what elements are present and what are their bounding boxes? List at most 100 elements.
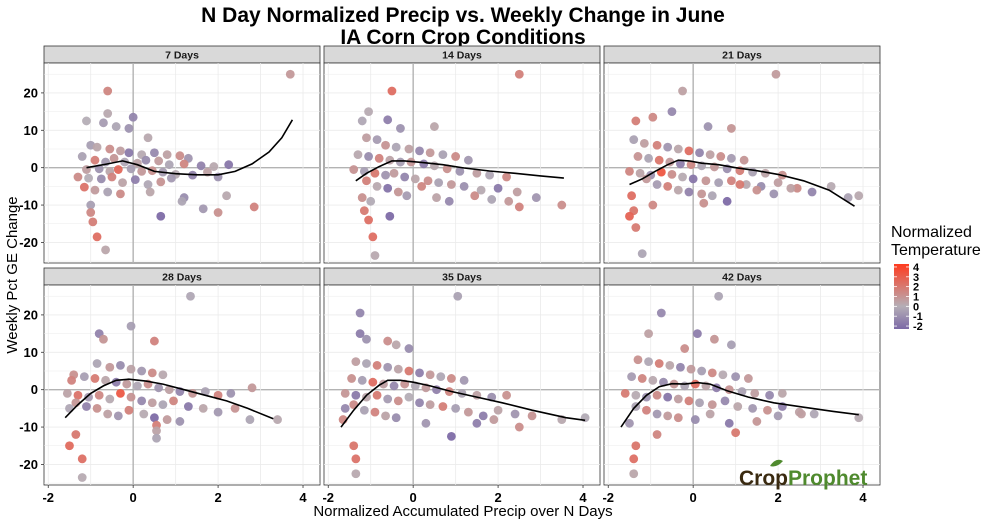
data-point bbox=[665, 360, 675, 370]
data-point bbox=[807, 187, 817, 197]
chart-title-line1: N Day Normalized Precip vs. Weekly Chang… bbox=[201, 4, 725, 27]
data-point bbox=[200, 387, 210, 396]
data-point bbox=[150, 336, 159, 346]
data-point bbox=[627, 191, 636, 201]
legend-title-line1: Normalized bbox=[891, 224, 972, 241]
data-point bbox=[455, 167, 465, 176]
data-point bbox=[531, 193, 541, 202]
data-point bbox=[676, 159, 685, 169]
data-point bbox=[137, 366, 147, 376]
data-point bbox=[438, 150, 448, 159]
data-point bbox=[419, 159, 429, 169]
data-point bbox=[633, 152, 643, 161]
data-point bbox=[629, 135, 639, 145]
legend-colorbar bbox=[894, 264, 909, 329]
data-point bbox=[150, 148, 159, 158]
data-point bbox=[470, 191, 480, 201]
data-point bbox=[446, 180, 456, 189]
data-point bbox=[656, 308, 666, 318]
data-point bbox=[644, 329, 653, 338]
plot-area bbox=[323, 62, 601, 264]
data-point bbox=[451, 403, 461, 413]
data-point bbox=[247, 383, 257, 393]
data-point bbox=[718, 370, 728, 380]
data-point bbox=[139, 409, 149, 419]
legend-label: 3 bbox=[913, 272, 919, 284]
data-point bbox=[383, 336, 393, 346]
data-point bbox=[389, 168, 399, 178]
data-point bbox=[105, 144, 115, 154]
data-point bbox=[743, 374, 753, 383]
data-point bbox=[107, 172, 117, 182]
data-point bbox=[514, 69, 524, 79]
data-point bbox=[625, 211, 634, 221]
data-point bbox=[175, 151, 185, 161]
data-point bbox=[101, 245, 110, 255]
data-point bbox=[442, 164, 452, 174]
data-point bbox=[527, 411, 537, 421]
data-point bbox=[169, 396, 178, 406]
data-point bbox=[684, 187, 694, 197]
data-point bbox=[124, 124, 134, 133]
data-point bbox=[71, 430, 81, 439]
data-point bbox=[359, 405, 369, 415]
data-point bbox=[86, 208, 96, 217]
data-point bbox=[92, 359, 102, 368]
data-point bbox=[425, 400, 435, 410]
data-point bbox=[514, 422, 524, 432]
data-point bbox=[357, 193, 367, 202]
smooth-trend-line bbox=[86, 119, 294, 176]
data-point bbox=[663, 411, 673, 421]
data-point bbox=[73, 390, 83, 400]
data-point bbox=[351, 469, 361, 479]
data-point bbox=[393, 364, 403, 374]
data-point bbox=[673, 185, 683, 195]
data-point bbox=[103, 187, 113, 197]
data-point bbox=[285, 69, 295, 79]
data-point bbox=[686, 364, 696, 374]
y-tick-label: 0 bbox=[31, 160, 38, 175]
data-point bbox=[430, 122, 439, 131]
data-point bbox=[113, 411, 123, 421]
data-point bbox=[720, 396, 730, 406]
y-tick-label: 10 bbox=[24, 345, 38, 360]
data-point bbox=[404, 144, 414, 154]
data-point bbox=[65, 441, 74, 451]
data-point bbox=[648, 112, 658, 122]
data-point bbox=[349, 441, 359, 451]
data-point bbox=[179, 159, 189, 169]
data-point bbox=[644, 153, 653, 163]
x-tick-label: 4 bbox=[859, 490, 867, 505]
data-point bbox=[88, 217, 98, 227]
data-point bbox=[637, 249, 647, 259]
data-point bbox=[222, 191, 231, 201]
data-point bbox=[707, 368, 717, 378]
data-point bbox=[676, 362, 685, 372]
data-point bbox=[96, 174, 106, 184]
data-point bbox=[644, 357, 653, 367]
data-point bbox=[502, 172, 511, 182]
facet-panel: 35 Days -2 0 2 4 bbox=[322, 267, 601, 505]
legend-label: 1 bbox=[913, 292, 919, 304]
data-point bbox=[355, 308, 365, 318]
data-point bbox=[663, 142, 673, 152]
data-point bbox=[103, 409, 113, 419]
data-point bbox=[404, 366, 414, 376]
data-point bbox=[347, 374, 356, 383]
y-axis-title: Weekly Pct GE Change bbox=[4, 196, 21, 353]
data-point bbox=[502, 390, 511, 400]
data-point bbox=[156, 211, 166, 221]
data-point bbox=[695, 398, 704, 408]
y-tick-label: -10 bbox=[19, 198, 38, 213]
data-point bbox=[410, 174, 420, 184]
data-point bbox=[92, 142, 102, 152]
data-point bbox=[625, 418, 634, 428]
data-point bbox=[101, 375, 110, 385]
data-point bbox=[79, 372, 89, 381]
data-point bbox=[116, 389, 125, 398]
data-point bbox=[154, 383, 164, 393]
data-point bbox=[99, 118, 108, 128]
data-point bbox=[489, 415, 499, 424]
data-point bbox=[124, 148, 134, 158]
